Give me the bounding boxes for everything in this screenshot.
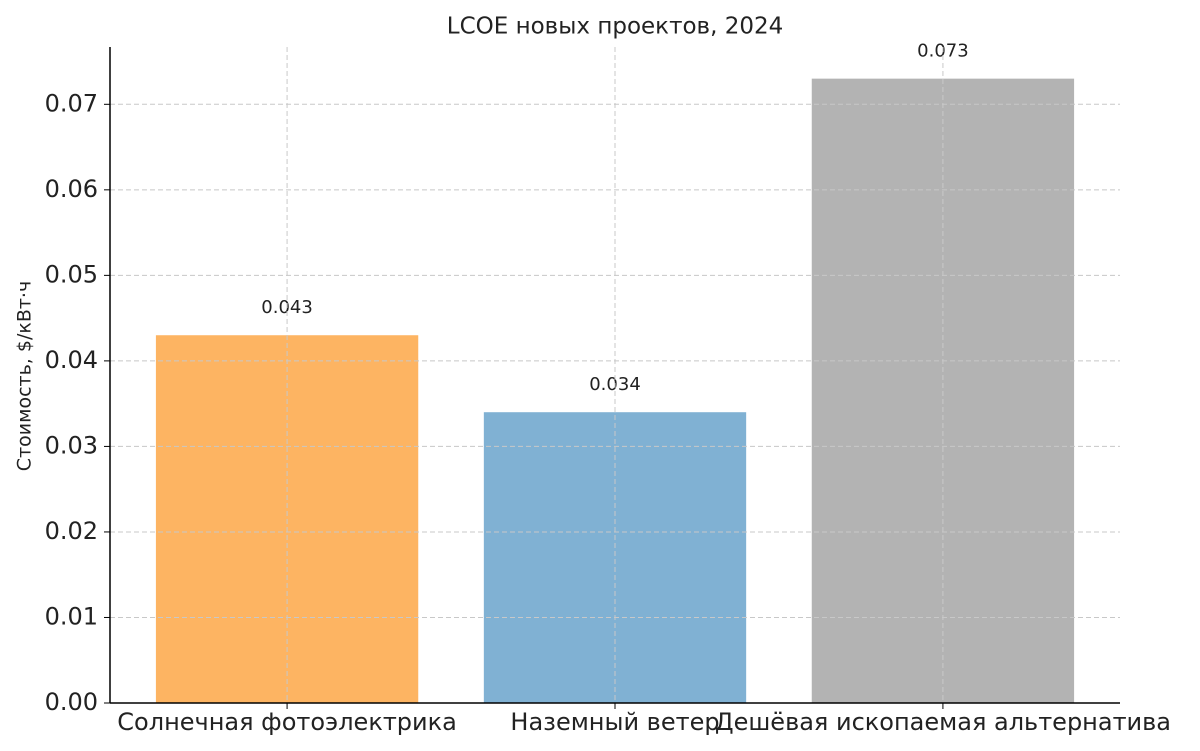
bar <box>811 78 1075 703</box>
y-tick-label: 0.04 <box>45 346 98 374</box>
y-tick-label: 0.01 <box>45 602 98 630</box>
y-tick-label: 0.06 <box>45 175 98 203</box>
y-tick-label: 0.02 <box>45 517 98 545</box>
y-tick-label: 0.05 <box>45 260 98 288</box>
y-tick-label: 0.07 <box>45 89 98 117</box>
bar <box>483 412 747 703</box>
y-tick-label: 0.03 <box>45 431 98 459</box>
x-tick-label: Наземный ветер <box>510 708 719 736</box>
y-axis-label: Стоимость, $/кВт·ч <box>14 281 36 471</box>
chart-title: LCOE новых проектов, 2024 <box>447 14 784 40</box>
x-tick-label: Солнечная фотоэлектрика <box>117 708 457 736</box>
x-tick-label: Дешёвая ископаемая альтернатива <box>715 708 1171 736</box>
y-tick-label: 0.00 <box>45 688 98 716</box>
